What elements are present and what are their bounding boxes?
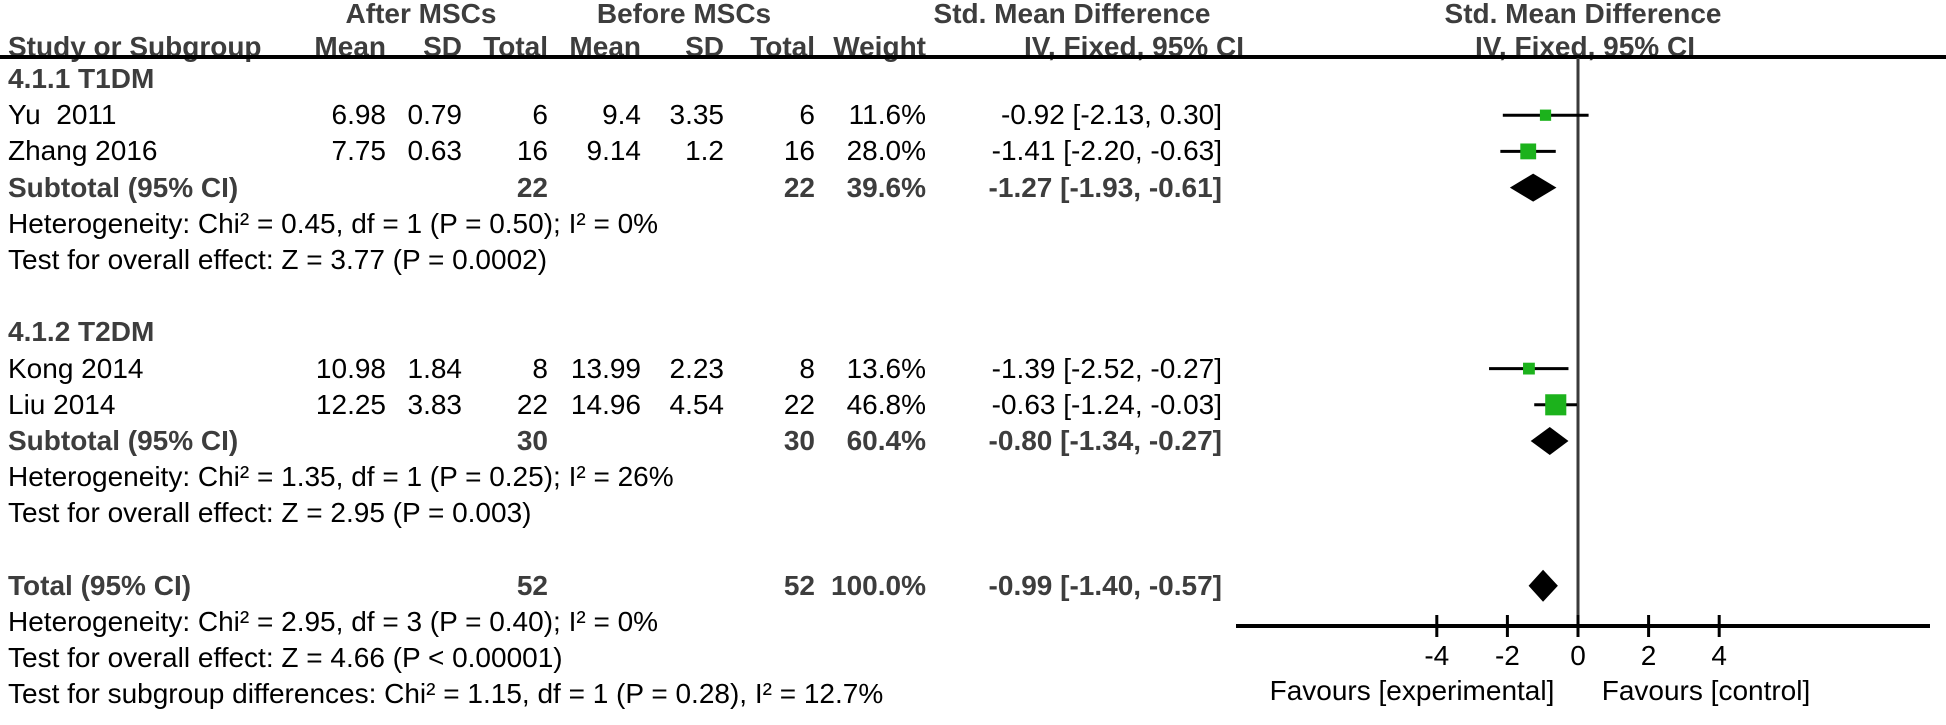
stats-text: Test for subgroup differences: Chi² = 1.…: [8, 678, 884, 710]
cell-total-before: 8: [799, 352, 815, 384]
cell-total-after: 16: [516, 135, 548, 167]
subtotal-label: Subtotal (95% CI): [8, 171, 239, 203]
study-label: Yu 2011: [8, 99, 117, 131]
cell-mean-before: 9.4: [602, 99, 641, 131]
stats-text: Test for overall effect: Z = 4.66 (P < 0…: [8, 642, 563, 674]
total-label: Total (95% CI): [8, 569, 192, 601]
cell-total-after: 6: [532, 99, 548, 131]
stats-text: Test for overall effect: Z = 2.95 (P = 0…: [8, 497, 532, 529]
total-diamond: [1528, 569, 1558, 602]
cell-sd-before: 1.2: [685, 135, 724, 167]
favours-left-label: Favours [experimental]: [1270, 675, 1555, 706]
subtotal-diamond: [1509, 173, 1557, 202]
cell-total-before: 52: [783, 569, 815, 601]
cell-weight: 13.6%: [846, 352, 926, 384]
effect-square: [1545, 394, 1567, 416]
subtotal-diamond: [1530, 427, 1569, 455]
stats-text: Heterogeneity: Chi² = 0.45, df = 1 (P = …: [8, 207, 659, 239]
study-label: Zhang 2016: [8, 135, 158, 167]
stats-text: Heterogeneity: Chi² = 2.95, df = 3 (P = …: [8, 606, 659, 637]
cell-total-before: 22: [783, 388, 815, 420]
tick-label: 0: [1570, 640, 1586, 671]
column-group-smd-plot: Std. Mean Difference: [1444, 0, 1722, 29]
tick-label: 2: [1641, 640, 1657, 671]
tick-label: -4: [1424, 640, 1449, 671]
column-group-before-mscs: Before MSCs: [596, 0, 772, 29]
cell-weight: 60.4%: [846, 425, 926, 456]
cell-mean-after: 12.25: [315, 388, 386, 420]
cell-sd-after: 1.84: [407, 352, 463, 384]
cell-total-after: 30: [516, 425, 548, 456]
cell-mean-before: 14.96: [570, 388, 641, 420]
study-label: Liu 2014: [8, 388, 116, 420]
cell-ci-text: -0.92 [-2.13, 0.30]: [1000, 99, 1222, 131]
subgroup-title: 4.1.1 T1DM: [8, 63, 155, 94]
effect-square: [1523, 362, 1535, 375]
cell-ci-text: -0.99 [-1.40, -0.57]: [988, 569, 1222, 601]
cell-total-after: 8: [532, 352, 548, 384]
cell-ci-text: -1.41 [-2.20, -0.63]: [991, 135, 1222, 167]
stats-text: Heterogeneity: Chi² = 1.35, df = 1 (P = …: [8, 461, 674, 493]
cell-weight: 100.0%: [831, 569, 926, 601]
subtotal-label: Subtotal (95% CI): [8, 425, 239, 456]
favours-right-label: Favours [control]: [1602, 675, 1811, 706]
cell-total-after: 22: [516, 388, 548, 420]
cell-weight: 11.6%: [848, 99, 926, 131]
cell-mean-after: 6.98: [331, 99, 387, 131]
cell-total-after: 22: [516, 171, 548, 203]
column-group-smd-text: Std. Mean Difference: [933, 0, 1211, 29]
cell-mean-after: 10.98: [315, 352, 386, 384]
cell-ci-text: -0.63 [-1.24, -0.03]: [991, 388, 1222, 420]
cell-sd-after: 0.79: [407, 99, 463, 131]
cell-mean-after: 7.75: [331, 135, 387, 167]
cell-weight: 39.6%: [846, 171, 926, 203]
cell-sd-before: 4.54: [669, 388, 725, 420]
cell-sd-after: 3.83: [407, 388, 463, 420]
cell-ci-text: -1.27 [-1.93, -0.61]: [988, 171, 1222, 203]
tick-label: -2: [1495, 640, 1520, 671]
effect-square: [1520, 143, 1537, 160]
cell-total-before: 6: [799, 99, 815, 131]
cell-weight: 28.0%: [846, 135, 926, 167]
cell-ci-text: -0.80 [-1.34, -0.27]: [988, 425, 1222, 456]
header-underline: [0, 55, 1946, 59]
cell-sd-before: 3.35: [669, 99, 725, 131]
stats-text: Test for overall effect: Z = 3.77 (P = 0…: [8, 244, 548, 275]
tick-label: 4: [1711, 640, 1727, 671]
cell-weight: 46.8%: [846, 388, 926, 420]
cell-mean-before: 9.14: [586, 135, 642, 167]
subgroup-title: 4.1.2 T2DM: [8, 316, 155, 348]
column-group-after-mscs: After MSCs: [345, 0, 497, 29]
cell-total-before: 22: [783, 171, 815, 203]
cell-mean-before: 13.99: [570, 352, 641, 384]
cell-total-before: 16: [783, 135, 815, 167]
cell-sd-before: 2.23: [669, 352, 725, 384]
cell-total-before: 30: [783, 425, 815, 456]
cell-total-after: 52: [516, 569, 548, 601]
cell-sd-after: 0.63: [407, 135, 463, 167]
study-label: Kong 2014: [8, 352, 144, 384]
cell-ci-text: -1.39 [-2.52, -0.27]: [991, 352, 1222, 384]
effect-square: [1539, 109, 1552, 121]
